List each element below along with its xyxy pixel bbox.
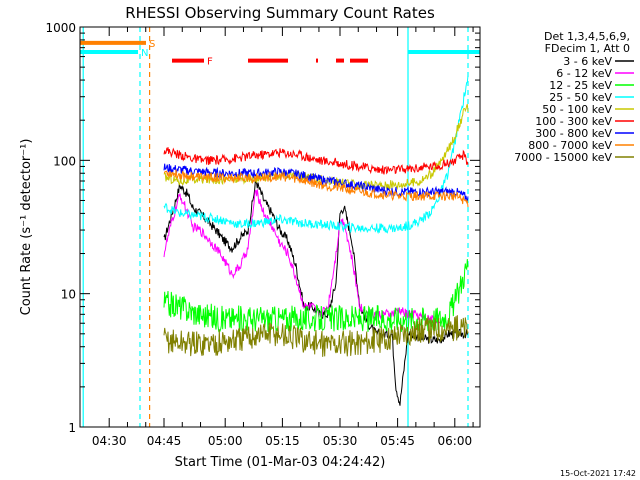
legend: Det 1,3,4,5,6,9, FDecim 1, Att 0 3 - 6 k… [514,30,634,164]
legend-label-8: 7000 - 15000 keV [514,151,612,164]
legend-label-7: 800 - 7000 keV [528,139,612,152]
y-tick-label-2: 100 [53,154,76,168]
legend-label-1: 6 - 12 keV [556,67,612,80]
series-line-8 [163,315,469,357]
legend-label-6: 300 - 800 keV [535,127,612,140]
series-line-1 [163,189,441,324]
legend-header-line-1: Det 1,3,4,5,6,9, [544,30,630,43]
flag-f-label: F [207,57,213,68]
legend-header-line-2: FDecim 1, Att 0 [545,42,630,55]
x-tick-label-2: 05:00 [208,434,243,448]
x-tick-label-0: 04:30 [92,434,127,448]
series-line-2 [163,259,469,333]
x-tick-label-3: 05:15 [265,434,300,448]
legend-label-0: 3 - 6 keV [563,55,612,68]
x-tick-label-1: 04:45 [147,434,182,448]
plot-frame [79,26,481,428]
x-tick-label-5: 05:45 [380,434,415,448]
x-axis-ticks: 04:30 04:45 05:00 05:15 05:30 05:45 06:00 [92,27,474,448]
y-axis-ticks: 1 10 100 1000 [45,21,480,435]
y-tick-label-1: 10 [61,288,76,302]
legend-label-5: 100 - 300 keV [535,115,612,128]
x-axis-label: Start Time (01-Mar-03 04:24:42) [175,455,386,470]
series-line-3 [163,75,469,235]
flag-n-label: N [141,48,148,59]
x-tick-label-4: 05:30 [323,434,358,448]
x-tick-label-6: 06:00 [438,434,473,448]
y-axis-label: Count Rate (s⁻¹ detector⁻¹) [19,139,34,316]
series-line-5 [163,147,469,175]
legend-label-3: 25 - 50 keV [549,91,612,104]
y-tick-label-3: 1000 [45,21,76,35]
legend-label-2: 12 - 25 keV [549,79,612,92]
chart-title: RHESSI Observing Summary Count Rates [125,4,435,22]
vertical-markers [82,27,469,427]
generation-timestamp: 15-Oct-2021 17:42 [560,469,636,478]
series-line-7 [163,169,469,208]
legend-label-4: 50 - 100 keV [542,103,612,116]
flag-bars: SN F [80,39,480,68]
data-series [163,75,469,406]
y-tick-label-0: 1 [68,421,76,435]
flag-s-label: S [149,39,155,50]
